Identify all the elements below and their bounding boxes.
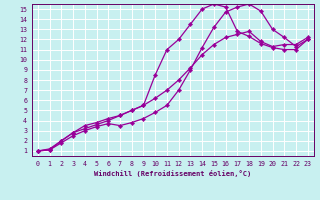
X-axis label: Windchill (Refroidissement éolien,°C): Windchill (Refroidissement éolien,°C): [94, 170, 252, 177]
